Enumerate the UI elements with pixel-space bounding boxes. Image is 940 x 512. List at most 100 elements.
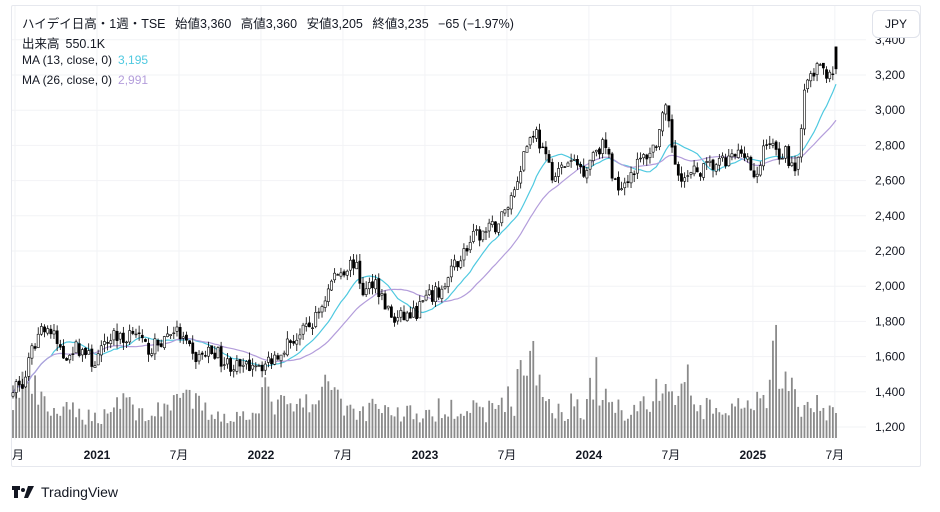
candle	[724, 153, 728, 169]
candle-body	[531, 135, 535, 138]
candle	[475, 225, 478, 236]
candle-body	[799, 128, 803, 158]
candles	[11, 46, 838, 399]
candle-body	[443, 286, 447, 289]
candle-body	[156, 340, 160, 346]
candle-body	[456, 261, 460, 268]
volume-bar	[538, 374, 541, 438]
volume-bar	[545, 401, 547, 438]
volume-bar	[406, 405, 409, 438]
volume-value: 550.1K	[65, 37, 106, 51]
candle	[405, 310, 409, 322]
ma13-legend[interactable]: MA (13, close, 0) 3,195	[22, 53, 149, 67]
tradingview-logo[interactable]: TradingView	[12, 484, 118, 500]
volume-bar	[119, 408, 122, 438]
candle-body	[547, 154, 551, 163]
candle-body	[626, 181, 630, 183]
candle	[52, 323, 56, 340]
candle-body	[758, 165, 762, 176]
volume-bar	[718, 412, 721, 438]
candle	[415, 302, 419, 321]
candle	[270, 352, 273, 370]
candle	[65, 357, 69, 361]
volume-bar	[321, 386, 323, 438]
volume-bar	[106, 413, 109, 438]
volume-bar	[43, 396, 46, 438]
candle	[210, 345, 214, 355]
candle-body	[487, 222, 491, 232]
candle	[462, 243, 466, 267]
candle	[169, 334, 173, 339]
volume-bar	[179, 397, 182, 438]
candle	[276, 352, 280, 361]
volume-bar	[207, 419, 210, 438]
candle	[301, 322, 305, 340]
candle	[345, 269, 349, 281]
candle-body	[112, 330, 116, 341]
candle-body	[257, 365, 261, 367]
ma26-legend[interactable]: MA (26, close, 0) 2,991	[22, 73, 149, 87]
candle-body	[273, 354, 277, 365]
candle-body	[27, 357, 31, 377]
candle	[137, 325, 141, 341]
candle	[607, 147, 611, 159]
candle	[500, 211, 504, 227]
candle	[825, 66, 828, 84]
candle-body	[594, 149, 598, 153]
candle-body	[248, 359, 251, 371]
candle-body	[213, 352, 217, 359]
volume-bar	[693, 404, 696, 438]
volume-bar	[377, 408, 380, 438]
candle	[601, 137, 605, 159]
candle	[421, 299, 425, 304]
x-tick-label: 7月	[170, 448, 189, 462]
candle	[576, 155, 579, 170]
volume-bar	[18, 397, 21, 438]
candle	[238, 358, 242, 374]
volume-bar	[34, 375, 36, 438]
volume-bar	[759, 398, 762, 438]
volume-bar	[289, 403, 292, 438]
candle-body	[276, 355, 280, 360]
candle	[560, 161, 564, 175]
candle-body	[664, 104, 668, 115]
candle-body	[689, 172, 693, 175]
volume-bar	[327, 381, 330, 438]
candle	[434, 282, 437, 307]
candle	[642, 153, 646, 165]
candle	[17, 375, 21, 392]
candle-body	[645, 154, 649, 160]
y-tick-label: 2,200	[875, 244, 905, 258]
moving-averages	[12, 83, 837, 394]
candle-body	[632, 173, 636, 175]
candle-body	[358, 260, 362, 284]
candle-body	[528, 137, 532, 146]
candle-body	[449, 265, 453, 278]
volume-bar	[182, 392, 185, 438]
volume-bar	[463, 415, 465, 438]
volume-bar	[734, 406, 736, 438]
candle-body	[219, 346, 223, 367]
candle	[374, 274, 378, 294]
candle	[768, 135, 772, 150]
currency-button[interactable]: JPY	[872, 10, 920, 38]
candle	[93, 361, 97, 368]
candle-body	[601, 139, 605, 154]
candle	[765, 139, 769, 150]
volume-bar	[283, 395, 286, 438]
candle-body	[481, 230, 485, 241]
symbol-title: ハイデイ日高・1週・TSE	[22, 17, 166, 31]
candle	[828, 69, 832, 83]
candle-body	[367, 282, 371, 290]
candle	[162, 335, 166, 350]
candle-body	[99, 345, 103, 356]
candle-body	[610, 153, 614, 179]
candle	[27, 352, 31, 381]
candle-body	[125, 341, 128, 344]
volume-bar	[390, 415, 393, 438]
volume-bar	[194, 393, 197, 438]
candle	[617, 171, 620, 196]
volume-bar	[191, 408, 194, 438]
candle	[49, 324, 53, 339]
